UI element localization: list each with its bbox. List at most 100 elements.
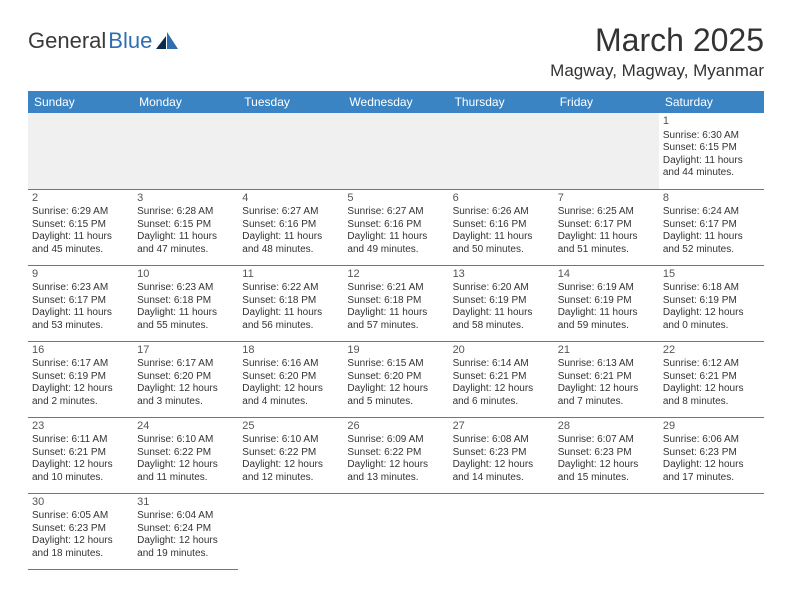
weekday-header: Wednesday — [343, 91, 448, 113]
sunrise-text: Sunrise: 6:21 AM — [347, 282, 444, 295]
day-number: 26 — [347, 420, 444, 434]
sunrise-text: Sunrise: 6:18 AM — [663, 282, 760, 295]
day-number: 6 — [453, 192, 550, 206]
calendar-day: 25Sunrise: 6:10 AMSunset: 6:22 PMDayligh… — [238, 417, 343, 493]
calendar-day: 7Sunrise: 6:25 AMSunset: 6:17 PMDaylight… — [554, 189, 659, 265]
daylight-text: Daylight: 12 hours and 19 minutes. — [137, 535, 234, 560]
calendar-day: 13Sunrise: 6:20 AMSunset: 6:19 PMDayligh… — [449, 265, 554, 341]
calendar-day: 6Sunrise: 6:26 AMSunset: 6:16 PMDaylight… — [449, 189, 554, 265]
logo-text-dark: General — [28, 28, 106, 54]
sunrise-text: Sunrise: 6:11 AM — [32, 434, 129, 447]
sunrise-text: Sunrise: 6:08 AM — [453, 434, 550, 447]
calendar-empty — [554, 113, 659, 189]
day-number: 18 — [242, 344, 339, 358]
sunset-text: Sunset: 6:21 PM — [453, 371, 550, 384]
sunrise-text: Sunrise: 6:30 AM — [663, 130, 760, 143]
sunrise-text: Sunrise: 6:07 AM — [558, 434, 655, 447]
day-number: 14 — [558, 268, 655, 282]
daylight-text: Daylight: 12 hours and 4 minutes. — [242, 383, 339, 408]
weekday-header: Sunday — [28, 91, 133, 113]
daylight-text: Daylight: 12 hours and 11 minutes. — [137, 459, 234, 484]
logo: GeneralBlue — [28, 22, 178, 54]
daylight-text: Daylight: 11 hours and 52 minutes. — [663, 231, 760, 256]
sunset-text: Sunset: 6:23 PM — [558, 447, 655, 460]
sunset-text: Sunset: 6:17 PM — [32, 295, 129, 308]
sunrise-text: Sunrise: 6:16 AM — [242, 358, 339, 371]
calendar-day: 24Sunrise: 6:10 AMSunset: 6:22 PMDayligh… — [133, 417, 238, 493]
title-block: March 2025 Magway, Magway, Myanmar — [550, 22, 764, 87]
day-number: 19 — [347, 344, 444, 358]
sunset-text: Sunset: 6:23 PM — [663, 447, 760, 460]
day-number: 1 — [663, 115, 760, 129]
weekday-header: Saturday — [659, 91, 764, 113]
sunrise-text: Sunrise: 6:26 AM — [453, 206, 550, 219]
calendar-day: 8Sunrise: 6:24 AMSunset: 6:17 PMDaylight… — [659, 189, 764, 265]
sunset-text: Sunset: 6:23 PM — [453, 447, 550, 460]
sunrise-text: Sunrise: 6:24 AM — [663, 206, 760, 219]
daylight-text: Daylight: 11 hours and 50 minutes. — [453, 231, 550, 256]
daylight-text: Daylight: 12 hours and 6 minutes. — [453, 383, 550, 408]
sunset-text: Sunset: 6:23 PM — [32, 523, 129, 536]
calendar-day: 27Sunrise: 6:08 AMSunset: 6:23 PMDayligh… — [449, 417, 554, 493]
sunset-text: Sunset: 6:21 PM — [32, 447, 129, 460]
day-number: 16 — [32, 344, 129, 358]
daylight-text: Daylight: 12 hours and 3 minutes. — [137, 383, 234, 408]
day-number: 10 — [137, 268, 234, 282]
sunset-text: Sunset: 6:19 PM — [453, 295, 550, 308]
sunrise-text: Sunrise: 6:19 AM — [558, 282, 655, 295]
calendar-week: 9Sunrise: 6:23 AMSunset: 6:17 PMDaylight… — [28, 265, 764, 341]
sunrise-text: Sunrise: 6:13 AM — [558, 358, 655, 371]
sunrise-text: Sunrise: 6:17 AM — [32, 358, 129, 371]
sunrise-text: Sunrise: 6:10 AM — [137, 434, 234, 447]
sunrise-text: Sunrise: 6:28 AM — [137, 206, 234, 219]
sunset-text: Sunset: 6:16 PM — [347, 219, 444, 232]
calendar-week: 23Sunrise: 6:11 AMSunset: 6:21 PM Dayligh… — [28, 417, 764, 493]
calendar-week: 30Sunrise: 6:05 AMSunset: 6:23 PMDayligh… — [28, 493, 764, 569]
sunset-text: Sunset: 6:15 PM — [137, 219, 234, 232]
day-number: 25 — [242, 420, 339, 434]
calendar-head: SundayMondayTuesdayWednesdayThursdayFrid… — [28, 91, 764, 113]
sunrise-text: Sunrise: 6:06 AM — [663, 434, 760, 447]
calendar-day: 22Sunrise: 6:12 AMSunset: 6:21 PMDayligh… — [659, 341, 764, 417]
daylight-text: Daylight: 12 hours and 15 minutes. — [558, 459, 655, 484]
weekday-header: Thursday — [449, 91, 554, 113]
daylight-text: Daylight: 11 hours and 44 minutes. — [663, 155, 760, 180]
day-number: 28 — [558, 420, 655, 434]
calendar-empty — [449, 113, 554, 189]
day-number: 4 — [242, 192, 339, 206]
daylight-text: Daylight: 11 hours and 47 minutes. — [137, 231, 234, 256]
daylight-text: Daylight: 11 hours and 48 minutes. — [242, 231, 339, 256]
sunset-text: Sunset: 6:16 PM — [453, 219, 550, 232]
sunrise-text: Sunrise: 6:23 AM — [137, 282, 234, 295]
sunrise-text: Sunrise: 6:27 AM — [347, 206, 444, 219]
calendar-empty — [554, 493, 659, 569]
day-number: 15 — [663, 268, 760, 282]
header: GeneralBlue March 2025 Magway, Magway, M… — [28, 22, 764, 87]
calendar-empty — [133, 113, 238, 189]
calendar-day: 4Sunrise: 6:27 AMSunset: 6:16 PMDaylight… — [238, 189, 343, 265]
logo-text-blue: Blue — [108, 28, 152, 54]
day-number: 11 — [242, 268, 339, 282]
month-title: March 2025 — [550, 22, 764, 59]
daylight-text: Daylight: 11 hours and 58 minutes. — [453, 307, 550, 332]
calendar-empty — [28, 113, 133, 189]
daylight-text: Daylight: 12 hours and 14 minutes. — [453, 459, 550, 484]
weekday-header: Friday — [554, 91, 659, 113]
sunset-text: Sunset: 6:21 PM — [558, 371, 655, 384]
day-number: 23 — [32, 420, 129, 434]
sunset-text: Sunset: 6:22 PM — [347, 447, 444, 460]
day-number: 13 — [453, 268, 550, 282]
calendar-day: 10Sunrise: 6:23 AMSunset: 6:18 PMDayligh… — [133, 265, 238, 341]
calendar-day: 2Sunrise: 6:29 AMSunset: 6:15 PMDaylight… — [28, 189, 133, 265]
calendar-day: 26Sunrise: 6:09 AMSunset: 6:22 PMDayligh… — [343, 417, 448, 493]
sunrise-text: Sunrise: 6:29 AM — [32, 206, 129, 219]
sunset-text: Sunset: 6:18 PM — [137, 295, 234, 308]
sunset-text: Sunset: 6:16 PM — [242, 219, 339, 232]
daylight-text: Daylight: 12 hours and 18 minutes. — [32, 535, 129, 560]
sunrise-text: Sunrise: 6:25 AM — [558, 206, 655, 219]
day-number: 2 — [32, 192, 129, 206]
calendar-day: 18Sunrise: 6:16 AMSunset: 6:20 PMDayligh… — [238, 341, 343, 417]
calendar-day: 17Sunrise: 6:17 AMSunset: 6:20 PMDayligh… — [133, 341, 238, 417]
logo-sail-icon — [156, 32, 178, 50]
location: Magway, Magway, Myanmar — [550, 61, 764, 81]
